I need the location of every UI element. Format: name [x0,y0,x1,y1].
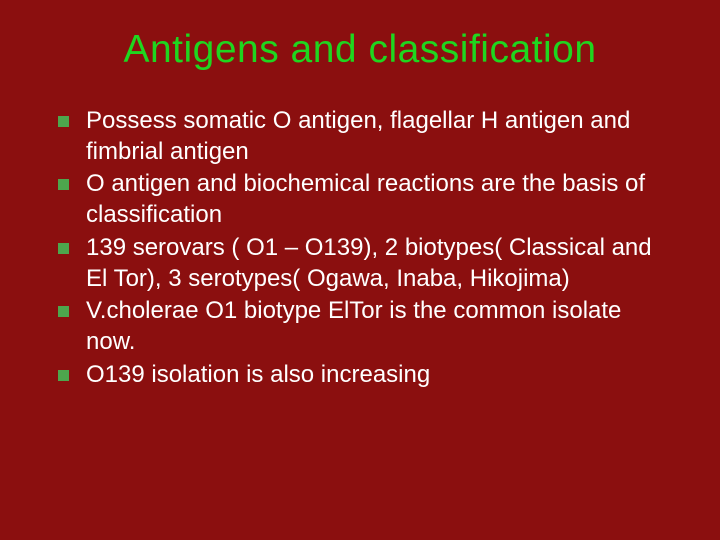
list-item: 139 serovars ( O1 – O139), 2 biotypes( C… [58,233,670,294]
slide-title: Antigens and classification [50,28,670,72]
list-item: V.cholerae O1 biotype ElTor is the commo… [58,296,670,357]
list-item: O antigen and biochemical reactions are … [58,169,670,230]
list-item: Possess somatic O antigen, flagellar H a… [58,106,670,167]
list-item: O139 isolation is also increasing [58,360,670,391]
bullet-list: Possess somatic O antigen, flagellar H a… [50,106,670,390]
